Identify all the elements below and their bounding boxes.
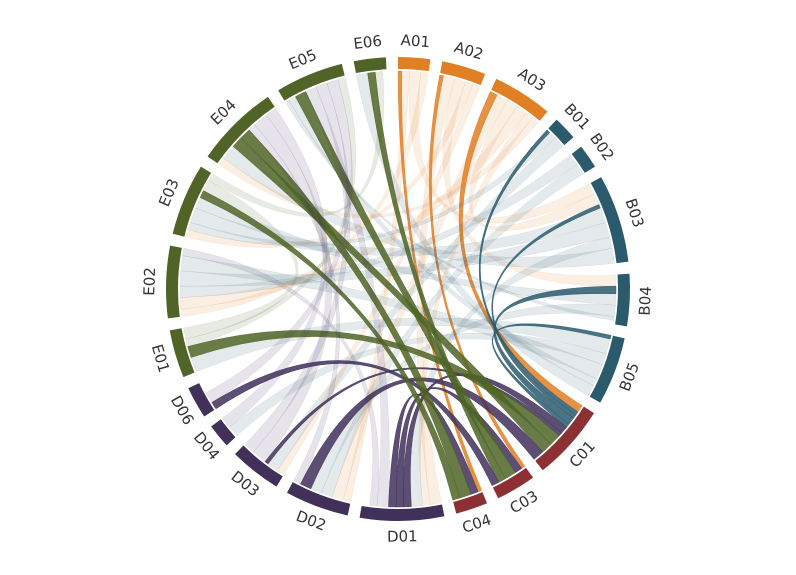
group-label: A01 bbox=[400, 31, 431, 51]
group-arc bbox=[207, 96, 275, 164]
ribbon bbox=[342, 70, 410, 503]
group-label: A02 bbox=[452, 38, 485, 64]
group-arc bbox=[615, 273, 630, 327]
group-arc bbox=[548, 119, 574, 146]
ribbon bbox=[428, 74, 526, 469]
ribbon bbox=[190, 207, 606, 256]
group-arc bbox=[286, 482, 351, 516]
ribbon bbox=[185, 81, 474, 248]
ribbon bbox=[183, 180, 299, 340]
ribbon bbox=[277, 83, 481, 476]
ribbon bbox=[295, 91, 516, 479]
group-label: E02 bbox=[140, 267, 159, 296]
ribbon bbox=[180, 71, 429, 317]
group-label: E01 bbox=[148, 342, 173, 374]
group-arc bbox=[589, 335, 625, 403]
ribbon bbox=[187, 132, 556, 247]
group-arc bbox=[440, 61, 486, 86]
group-label: B04 bbox=[636, 286, 655, 316]
ribbon bbox=[199, 190, 461, 501]
ribbon bbox=[321, 164, 584, 498]
ribbon bbox=[331, 94, 508, 501]
group-arc bbox=[359, 504, 445, 522]
group-arc bbox=[188, 383, 215, 417]
group-arc bbox=[535, 406, 595, 471]
group-label: E05 bbox=[286, 46, 319, 74]
ribbon bbox=[179, 154, 578, 298]
group-arc bbox=[278, 63, 345, 101]
group-arc bbox=[571, 146, 596, 173]
ribbon bbox=[493, 285, 617, 425]
group-label: C03 bbox=[507, 487, 542, 518]
ribbon bbox=[195, 197, 617, 306]
ribbon bbox=[408, 71, 595, 224]
ribbon bbox=[442, 78, 617, 287]
ribbon bbox=[205, 79, 353, 403]
ribbon bbox=[180, 255, 603, 380]
group-arc bbox=[166, 245, 182, 319]
group-arc bbox=[169, 328, 195, 378]
ribbon bbox=[222, 108, 328, 428]
group-label: E06 bbox=[352, 32, 383, 53]
group-label: B05 bbox=[616, 360, 643, 394]
ribbon bbox=[356, 72, 594, 397]
group-arc bbox=[453, 492, 488, 514]
ribbons bbox=[179, 70, 617, 508]
ribbon bbox=[491, 204, 601, 419]
ribbon bbox=[410, 236, 613, 507]
ribbon bbox=[244, 82, 351, 453]
ribbon bbox=[468, 100, 600, 231]
ribbon bbox=[458, 91, 583, 413]
group-arc bbox=[492, 467, 534, 499]
ribbon bbox=[240, 129, 472, 499]
ribbon bbox=[208, 71, 385, 217]
ribbon bbox=[182, 247, 380, 507]
group-label: D06 bbox=[167, 392, 198, 428]
group-arc bbox=[235, 445, 283, 487]
ribbon bbox=[305, 86, 390, 508]
group-label: B02 bbox=[586, 130, 618, 164]
group-arcs bbox=[166, 57, 630, 522]
ribbon bbox=[367, 71, 506, 483]
ribbon bbox=[492, 323, 612, 428]
group-arc bbox=[211, 419, 236, 446]
ribbon bbox=[288, 96, 597, 387]
ribbon bbox=[478, 129, 579, 416]
group-arc bbox=[353, 57, 387, 74]
group-label: E04 bbox=[207, 96, 240, 129]
group-arc bbox=[590, 177, 629, 264]
ribbon bbox=[248, 124, 341, 485]
group-label: E03 bbox=[155, 176, 183, 209]
ribbon bbox=[267, 137, 564, 471]
group-label: D02 bbox=[294, 507, 329, 535]
group-label: B03 bbox=[622, 196, 648, 229]
group-label: C04 bbox=[460, 510, 494, 536]
group-label: D01 bbox=[387, 527, 418, 546]
ribbon bbox=[418, 112, 533, 506]
group-arc bbox=[172, 166, 212, 237]
group-label: A03 bbox=[515, 64, 549, 95]
ribbon bbox=[218, 117, 539, 218]
ribbon bbox=[285, 100, 615, 321]
ribbon bbox=[300, 377, 544, 490]
ribbon bbox=[185, 77, 357, 347]
ribbon bbox=[388, 393, 479, 508]
group-arc bbox=[491, 78, 548, 121]
group-arc bbox=[398, 57, 431, 72]
ribbon bbox=[416, 75, 455, 505]
ribbon bbox=[252, 114, 333, 463]
ribbon bbox=[264, 367, 562, 465]
ribbon bbox=[397, 70, 482, 493]
